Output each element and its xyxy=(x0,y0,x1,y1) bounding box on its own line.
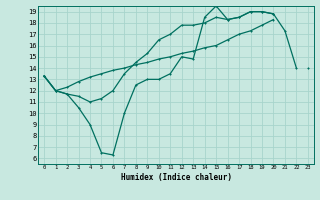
X-axis label: Humidex (Indice chaleur): Humidex (Indice chaleur) xyxy=(121,173,231,182)
